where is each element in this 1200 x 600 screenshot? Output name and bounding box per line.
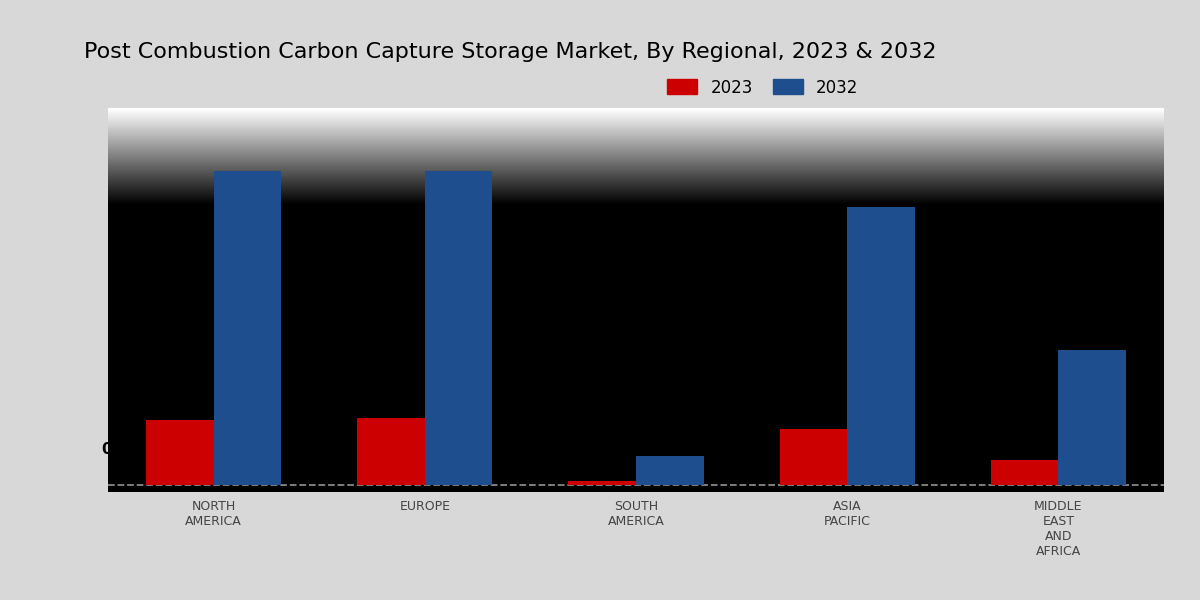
Text: 0.72: 0.72: [102, 442, 139, 457]
Legend: 2023, 2032: 2023, 2032: [659, 70, 866, 105]
Bar: [780, 429, 847, 485]
Bar: [991, 460, 1058, 485]
Bar: [146, 420, 214, 485]
Bar: [425, 171, 492, 485]
Bar: [569, 481, 636, 485]
Bar: [636, 456, 703, 485]
Bar: [214, 171, 281, 485]
Bar: [1058, 350, 1126, 485]
Bar: [847, 206, 914, 485]
Text: Post Combustion Carbon Capture Storage Market, By Regional, 2023 & 2032: Post Combustion Carbon Capture Storage M…: [84, 42, 936, 62]
Bar: [358, 418, 425, 485]
